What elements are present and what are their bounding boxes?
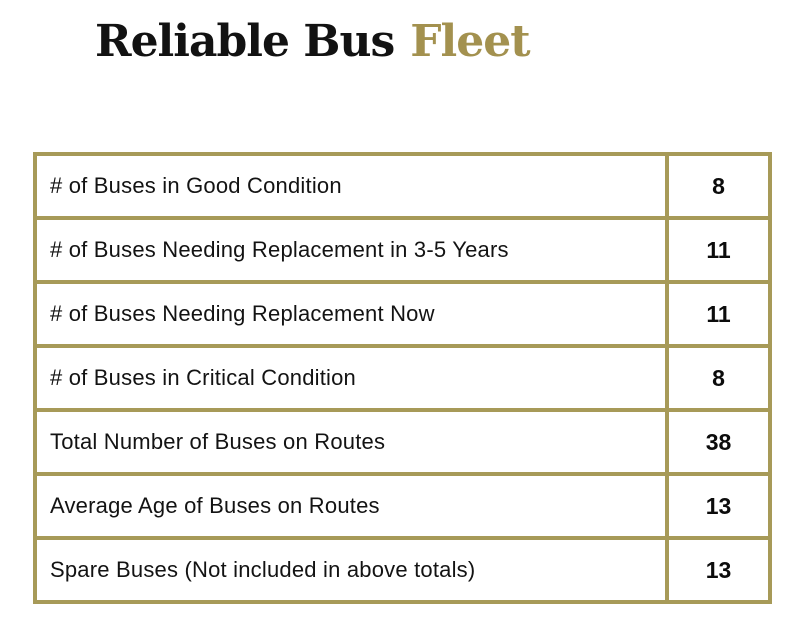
table-row: # of Buses in Critical Condition 8 xyxy=(33,344,772,412)
row-value: 11 xyxy=(665,216,772,284)
table-row: Average Age of Buses on Routes 13 xyxy=(33,472,772,540)
table-row: Total Number of Buses on Routes 38 xyxy=(33,408,772,476)
row-value: 8 xyxy=(665,344,772,412)
row-value: 38 xyxy=(665,408,772,476)
table-row: # of Buses Needing Replacement Now 11 xyxy=(33,280,772,348)
row-value: 8 xyxy=(665,152,772,220)
row-label: # of Buses Needing Replacement Now xyxy=(33,280,669,348)
row-value: 11 xyxy=(665,280,772,348)
row-label: # of Buses in Good Condition xyxy=(33,152,669,220)
row-label: # of Buses in Critical Condition xyxy=(33,344,669,412)
row-label: Spare Buses (Not included in above total… xyxy=(33,536,669,604)
table-row: Spare Buses (Not included in above total… xyxy=(33,536,772,604)
row-label: Total Number of Buses on Routes xyxy=(33,408,669,476)
table-row: # of Buses in Good Condition 8 xyxy=(33,152,772,220)
row-value: 13 xyxy=(665,536,772,604)
brand-accent: Fleet xyxy=(410,16,530,67)
brand-name: Reliable Bus xyxy=(95,16,395,67)
page-title: Reliable Bus Fleet xyxy=(95,16,531,67)
row-value: 13 xyxy=(665,472,772,540)
row-label: Average Age of Buses on Routes xyxy=(33,472,669,540)
table-row: # of Buses Needing Replacement in 3-5 Ye… xyxy=(33,216,772,284)
fleet-stats-table: # of Buses in Good Condition 8 # of Buse… xyxy=(33,152,772,604)
row-label: # of Buses Needing Replacement in 3-5 Ye… xyxy=(33,216,669,284)
